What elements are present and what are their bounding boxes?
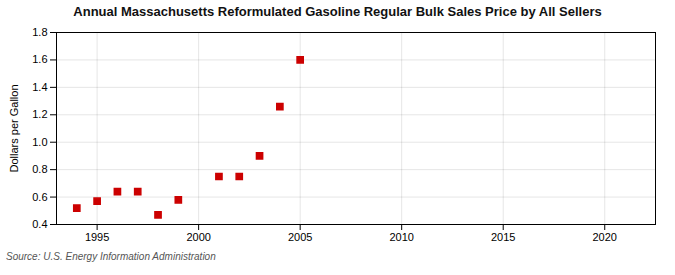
- svg-text:2005: 2005: [288, 231, 312, 243]
- svg-text:Dollars per Gallon: Dollars per Gallon: [8, 84, 20, 172]
- svg-text:1.0: 1.0: [32, 136, 47, 148]
- svg-text:1.4: 1.4: [32, 81, 47, 93]
- svg-text:1.6: 1.6: [32, 53, 47, 65]
- svg-text:2015: 2015: [491, 231, 515, 243]
- svg-text:2000: 2000: [186, 231, 210, 243]
- svg-text:2010: 2010: [389, 231, 413, 243]
- html-text:Annual Massachusetts Reformula: Annual Massachusetts Reformulated Gasoli…: [73, 4, 602, 19]
- html-text:Source: U.S. Energy Informatio: Source: U.S. Energy Information Administ…: [6, 251, 216, 262]
- svg-text:1.2: 1.2: [32, 108, 47, 120]
- svg-text:0.8: 0.8: [32, 163, 47, 175]
- svg-text:2020: 2020: [592, 231, 616, 243]
- svg-text:0.6: 0.6: [32, 191, 47, 203]
- svg-text:0.4: 0.4: [32, 218, 47, 230]
- svg-text:1995: 1995: [85, 231, 109, 243]
- svg-text:1.8: 1.8: [32, 26, 47, 38]
